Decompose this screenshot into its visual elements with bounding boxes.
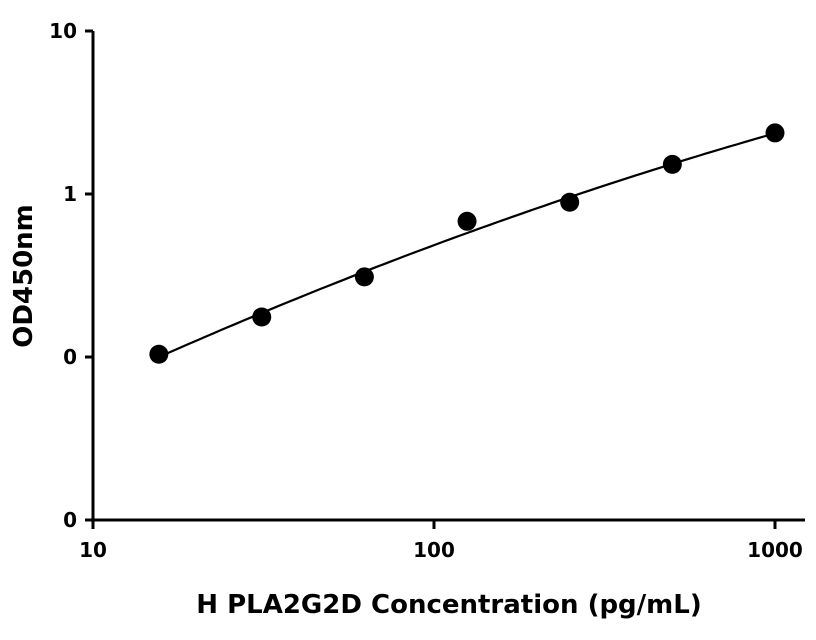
data-point-3 [457,211,477,231]
y-tick-label-3: 10 [49,19,77,43]
data-point-5 [662,154,682,174]
x-tick-label-0: 10 [79,538,107,562]
data-point-4 [560,192,580,212]
fit-curve [158,132,776,359]
x-tick-label-1: 100 [413,538,455,562]
y-tick-label-0: 0 [63,508,77,532]
plot-area: 0 0 1 10 10 100 1000 [49,19,805,562]
y-tick-label-1: 0 [63,345,77,369]
y-tick-label-2: 1 [63,182,77,206]
y-axis-title: OD450nm [9,204,39,348]
data-point-6 [765,123,785,143]
x-axis-title: H PLA2G2D Concentration (pg/mL) [196,590,701,620]
data-point-0 [149,344,169,364]
data-point-2 [354,267,374,287]
data-point-1 [252,307,272,327]
x-tick-label-2: 1000 [747,538,803,562]
